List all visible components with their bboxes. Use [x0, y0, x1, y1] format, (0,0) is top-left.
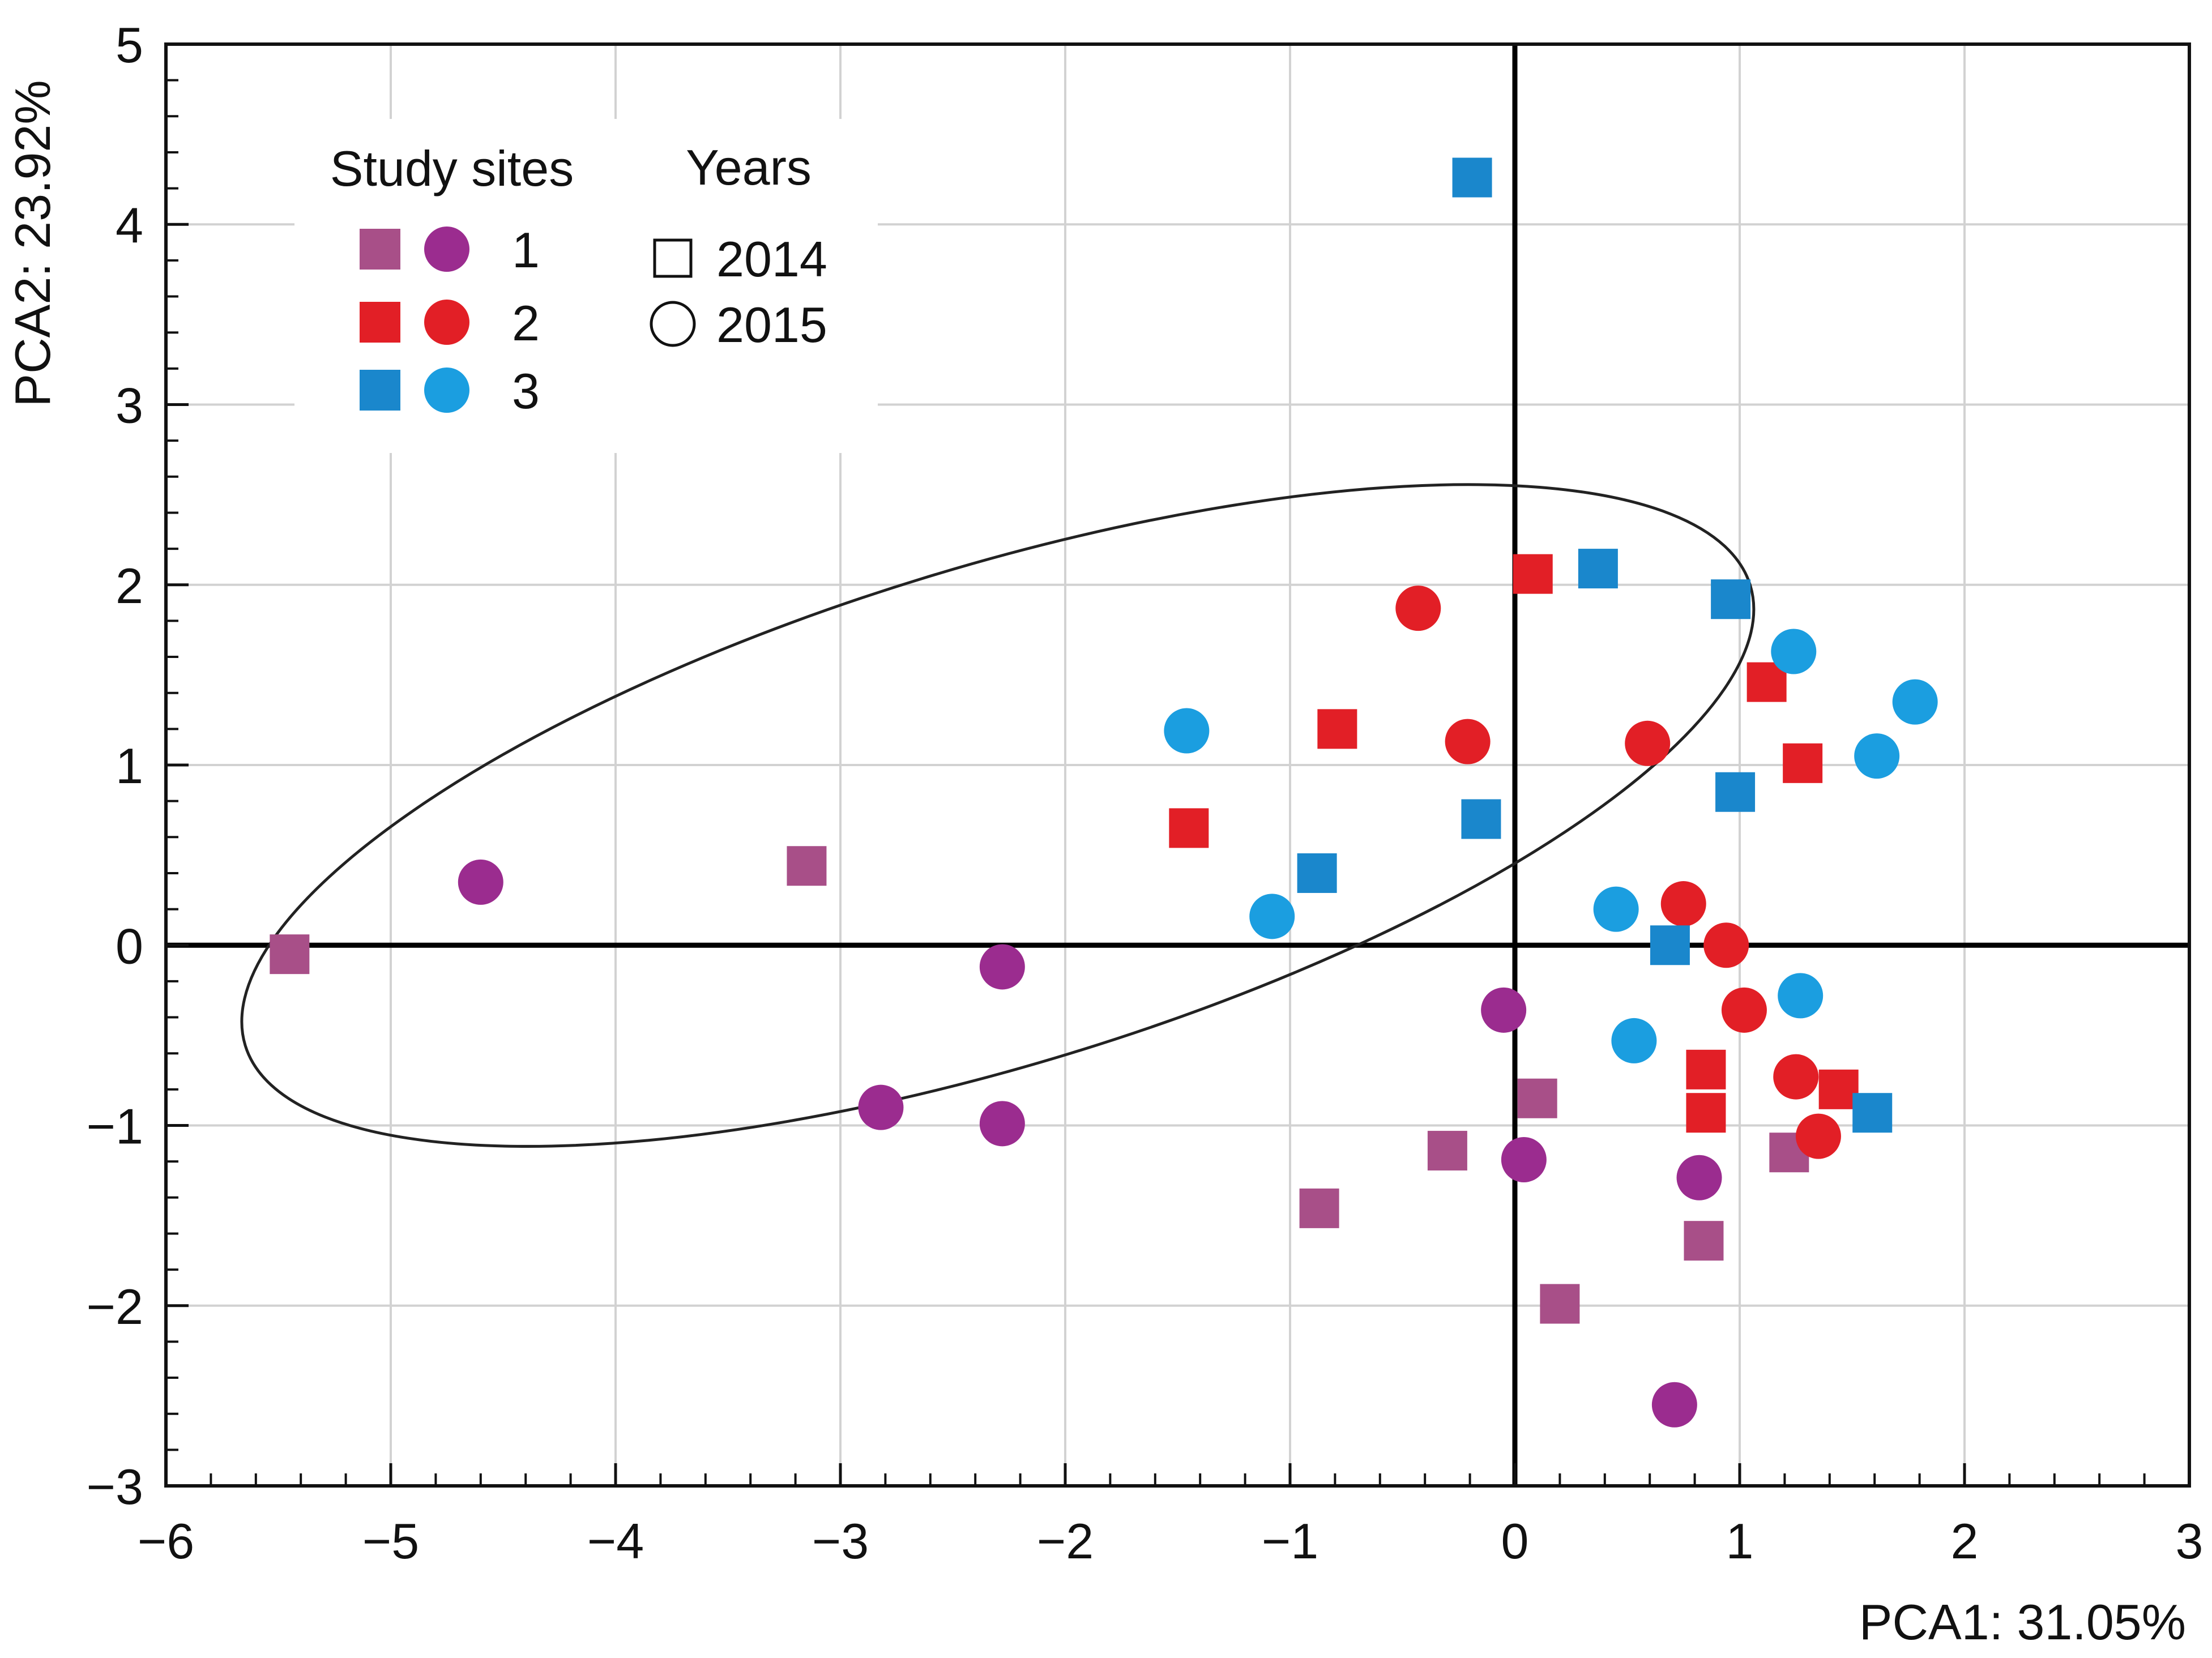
plot-frame: [164, 42, 2191, 1488]
series-site-2-2014: [1169, 554, 1859, 1133]
point-circle: [1703, 922, 1749, 968]
point-square: [1540, 1284, 1580, 1324]
series-site-3-2015: [1164, 629, 1938, 1063]
legend-year-label: 2014: [716, 231, 827, 287]
x-tick-label: 0: [1501, 1513, 1529, 1569]
point-circle: [1892, 679, 1938, 725]
point-circle: [1795, 1113, 1841, 1159]
point-circle: [1395, 586, 1441, 631]
point-square: [1578, 549, 1618, 589]
point-circle: [1773, 1054, 1819, 1100]
point-square: [1169, 808, 1209, 848]
point-circle: [1660, 881, 1706, 927]
point-circle: [1676, 1155, 1722, 1200]
legend-year-label: 2015: [716, 297, 827, 353]
point-square: [1517, 1078, 1557, 1118]
series-site-1-2015: [458, 859, 1722, 1428]
point-square: [1686, 1093, 1726, 1133]
y-tick-label: −1: [87, 1099, 143, 1155]
y-tick-label: −2: [87, 1279, 143, 1335]
axis-tick-labels: −6 −5 −4 −3 −2 −1 0 1 2 3 −3 −2 −1 0 1 2 3 4 5: [87, 17, 2204, 1569]
point-square: [1711, 579, 1751, 619]
point-circle: [979, 944, 1025, 990]
point-square: [1818, 1069, 1859, 1109]
y-tick-label: 5: [116, 17, 143, 73]
legend-year-circle-marker: [650, 301, 696, 347]
legend-site-square-marker: [360, 302, 400, 343]
legend-site-label: 3: [512, 363, 540, 419]
x-tick-label: −4: [587, 1513, 644, 1569]
point-square: [1783, 743, 1823, 783]
point-square: [787, 846, 827, 886]
legend-site-circle-marker: [424, 368, 469, 413]
x-tick-label: −3: [812, 1513, 869, 1569]
point-circle: [1481, 987, 1527, 1033]
point-square: [1686, 1049, 1726, 1089]
point-square: [1715, 772, 1756, 812]
legend-sites-title: Study sites: [330, 140, 574, 196]
point-square: [1650, 925, 1690, 965]
legend-sites: 1 2 3: [360, 222, 540, 419]
x-tick-label: −1: [1262, 1513, 1318, 1569]
point-square: [1297, 853, 1337, 893]
y-tick-label: 4: [116, 197, 143, 253]
point-square: [1513, 554, 1553, 594]
series-site-3-2014: [1297, 157, 1893, 1133]
point-square: [1299, 1188, 1339, 1228]
point-circle: [979, 1101, 1025, 1147]
legend-site-circle-marker: [424, 300, 469, 345]
point-circle: [1445, 719, 1491, 764]
point-circle: [1771, 629, 1817, 674]
point-circle: [1501, 1136, 1547, 1182]
point-circle: [1593, 886, 1639, 932]
y-tick-label: 0: [116, 918, 143, 974]
legend-site-square-marker: [360, 370, 400, 411]
point-square: [1317, 709, 1357, 749]
point-circle: [1249, 894, 1295, 939]
point-circle: [458, 859, 503, 905]
legend: Study sites Years 1 2 3 2014 2015: [294, 119, 878, 453]
point-square: [1452, 157, 1492, 198]
point-circle: [1625, 720, 1671, 766]
y-tick-label: 1: [116, 738, 143, 794]
point-square: [1684, 1221, 1724, 1261]
legend-years-title: Years: [686, 139, 812, 195]
point-circle: [1721, 987, 1767, 1033]
point-circle: [1778, 973, 1824, 1019]
point-square: [1427, 1131, 1467, 1171]
series-site-2-2015: [1395, 586, 1841, 1159]
point-circle: [1611, 1018, 1657, 1063]
x-tick-label: 3: [2176, 1513, 2204, 1569]
x-tick-label: 2: [1951, 1513, 1979, 1569]
x-tick-label: −6: [138, 1513, 194, 1569]
legend-site-label: 1: [512, 222, 540, 278]
x-tick-label: −2: [1037, 1513, 1094, 1569]
point-square: [1461, 799, 1501, 839]
legend-site-square-marker: [360, 229, 400, 270]
axis-ticks: [164, 42, 2191, 1488]
x-tick-label: 1: [1726, 1513, 1754, 1569]
y-axis-title: PCA2: 23.92%: [5, 80, 61, 407]
legend-site-label: 2: [512, 295, 540, 351]
point-circle: [1651, 1382, 1697, 1428]
legend-years: 2014 2015: [650, 231, 827, 353]
y-tick-label: 3: [116, 378, 143, 434]
y-tick-label: −3: [87, 1459, 143, 1515]
y-tick-label: 2: [116, 558, 143, 614]
x-tick-label: −5: [362, 1513, 419, 1569]
point-square: [1852, 1093, 1893, 1133]
x-axis-title: PCA1: 31.05%: [1859, 1594, 2186, 1650]
point-circle: [1854, 733, 1900, 779]
legend-site-circle-marker: [424, 227, 469, 272]
zero-axes: [166, 44, 2189, 1486]
point-square: [270, 934, 310, 975]
series-site-1-2014: [270, 846, 1809, 1324]
legend-year-square-marker: [653, 238, 693, 278]
data-points: [270, 157, 1938, 1428]
point-circle: [858, 1084, 904, 1130]
point-circle: [1164, 708, 1210, 754]
